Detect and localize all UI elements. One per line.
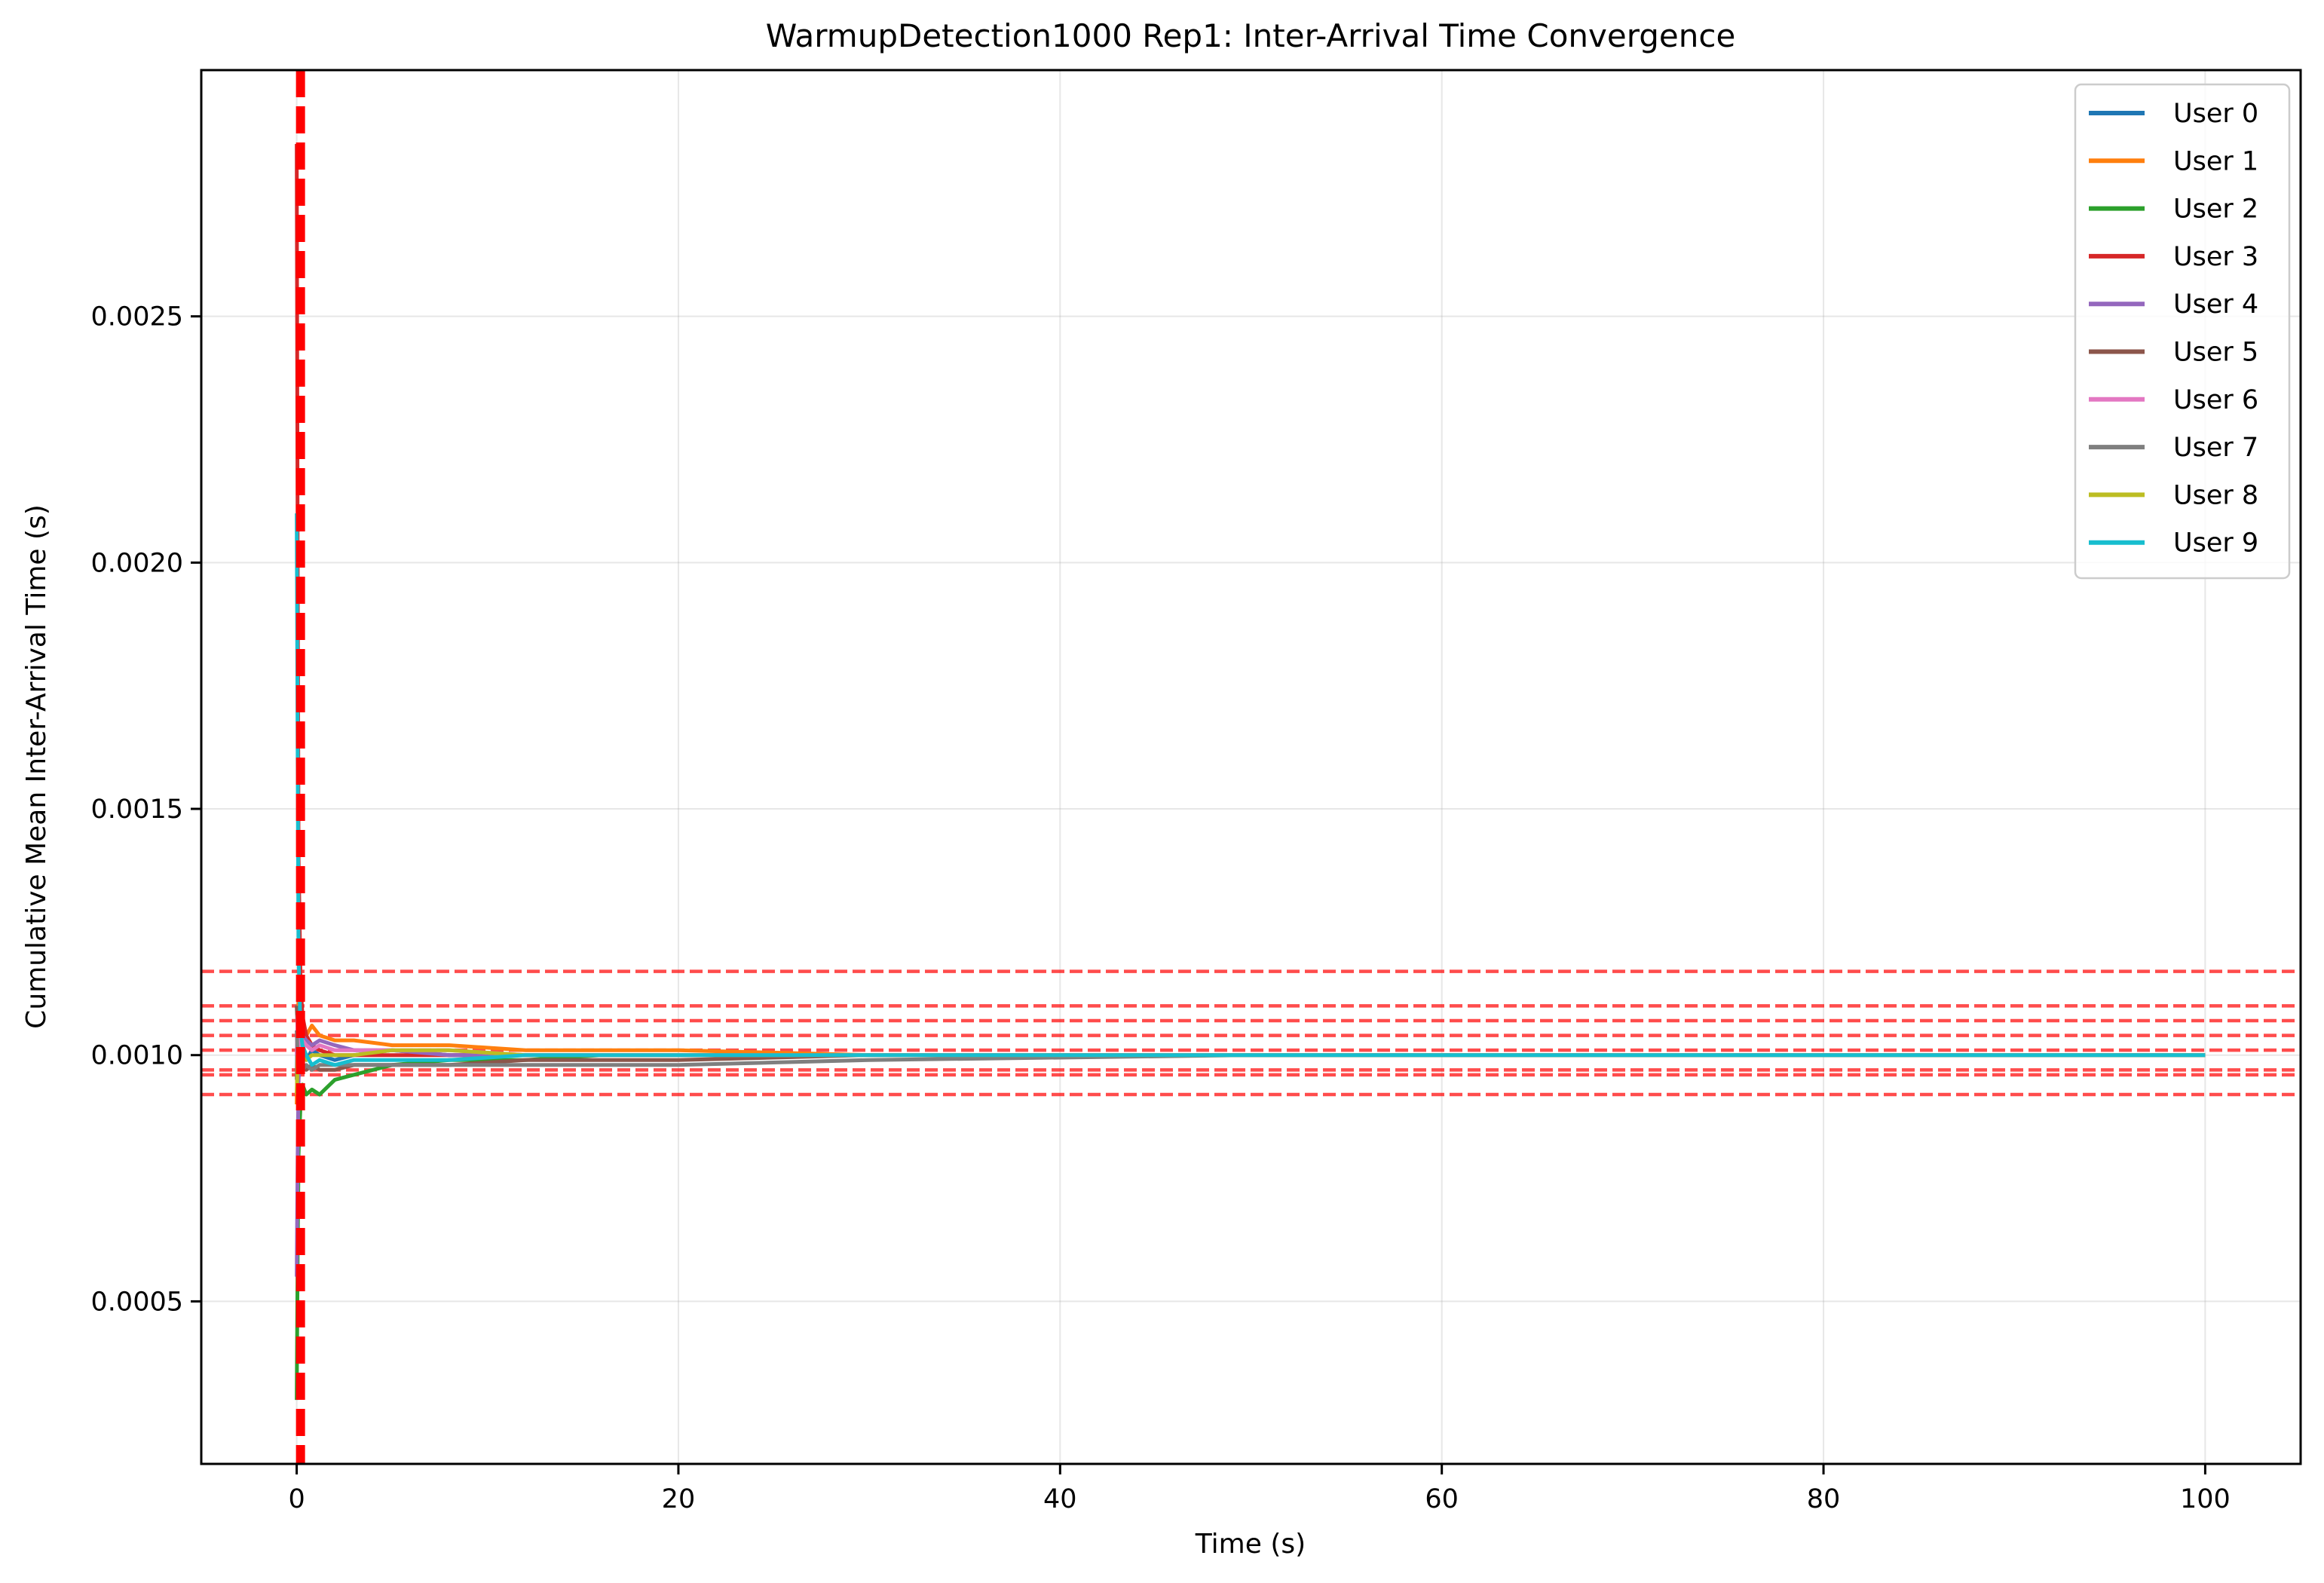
legend-label: User 5 bbox=[2173, 338, 2258, 368]
legend-label: User 1 bbox=[2173, 146, 2258, 176]
legend-label: User 9 bbox=[2173, 528, 2258, 559]
legend-label: User 4 bbox=[2173, 289, 2258, 320]
legend-label: User 8 bbox=[2173, 480, 2258, 510]
reference-lines bbox=[201, 969, 2301, 1097]
plot-frame bbox=[200, 69, 2302, 1465]
chart-title: WarmupDetection1000 Rep1: Inter-Arrival … bbox=[766, 17, 1736, 54]
legend-label: User 7 bbox=[2173, 433, 2258, 463]
x-tick-label: 100 bbox=[2180, 1484, 2231, 1514]
x-tick-label: 60 bbox=[1425, 1484, 1459, 1514]
legend-label: User 3 bbox=[2173, 242, 2258, 272]
legend-label: User 2 bbox=[2173, 194, 2258, 225]
y-tick-label: 0.0005 bbox=[91, 1287, 183, 1317]
x-tick-label: 80 bbox=[1807, 1484, 1841, 1514]
legend-label: User 6 bbox=[2173, 385, 2258, 415]
legend: User 0 User 1 User 2 User 3 User 4 User 5 User… bbox=[2074, 83, 2291, 580]
y-tick-label: 0.0015 bbox=[91, 795, 183, 825]
y-tick-label: 0.0010 bbox=[91, 1041, 183, 1071]
y-tick-label: 0.0020 bbox=[91, 548, 183, 578]
axis-ticks: 0 20 40 60 80 100 0.0005 0.0010 0.0015 0.0020 0.00… bbox=[91, 302, 2231, 1514]
y-axis-label: Cumulative Mean Inter-Arrival Time (s) bbox=[21, 504, 52, 1029]
x-tick-label: 40 bbox=[1043, 1484, 1077, 1514]
x-tick-label: 0 bbox=[288, 1484, 305, 1514]
y-tick-label: 0.0025 bbox=[91, 302, 183, 332]
x-axis-label: Time (s) bbox=[1195, 1529, 1306, 1560]
x-tick-label: 20 bbox=[662, 1484, 696, 1514]
legend-label: User 0 bbox=[2173, 99, 2258, 129]
